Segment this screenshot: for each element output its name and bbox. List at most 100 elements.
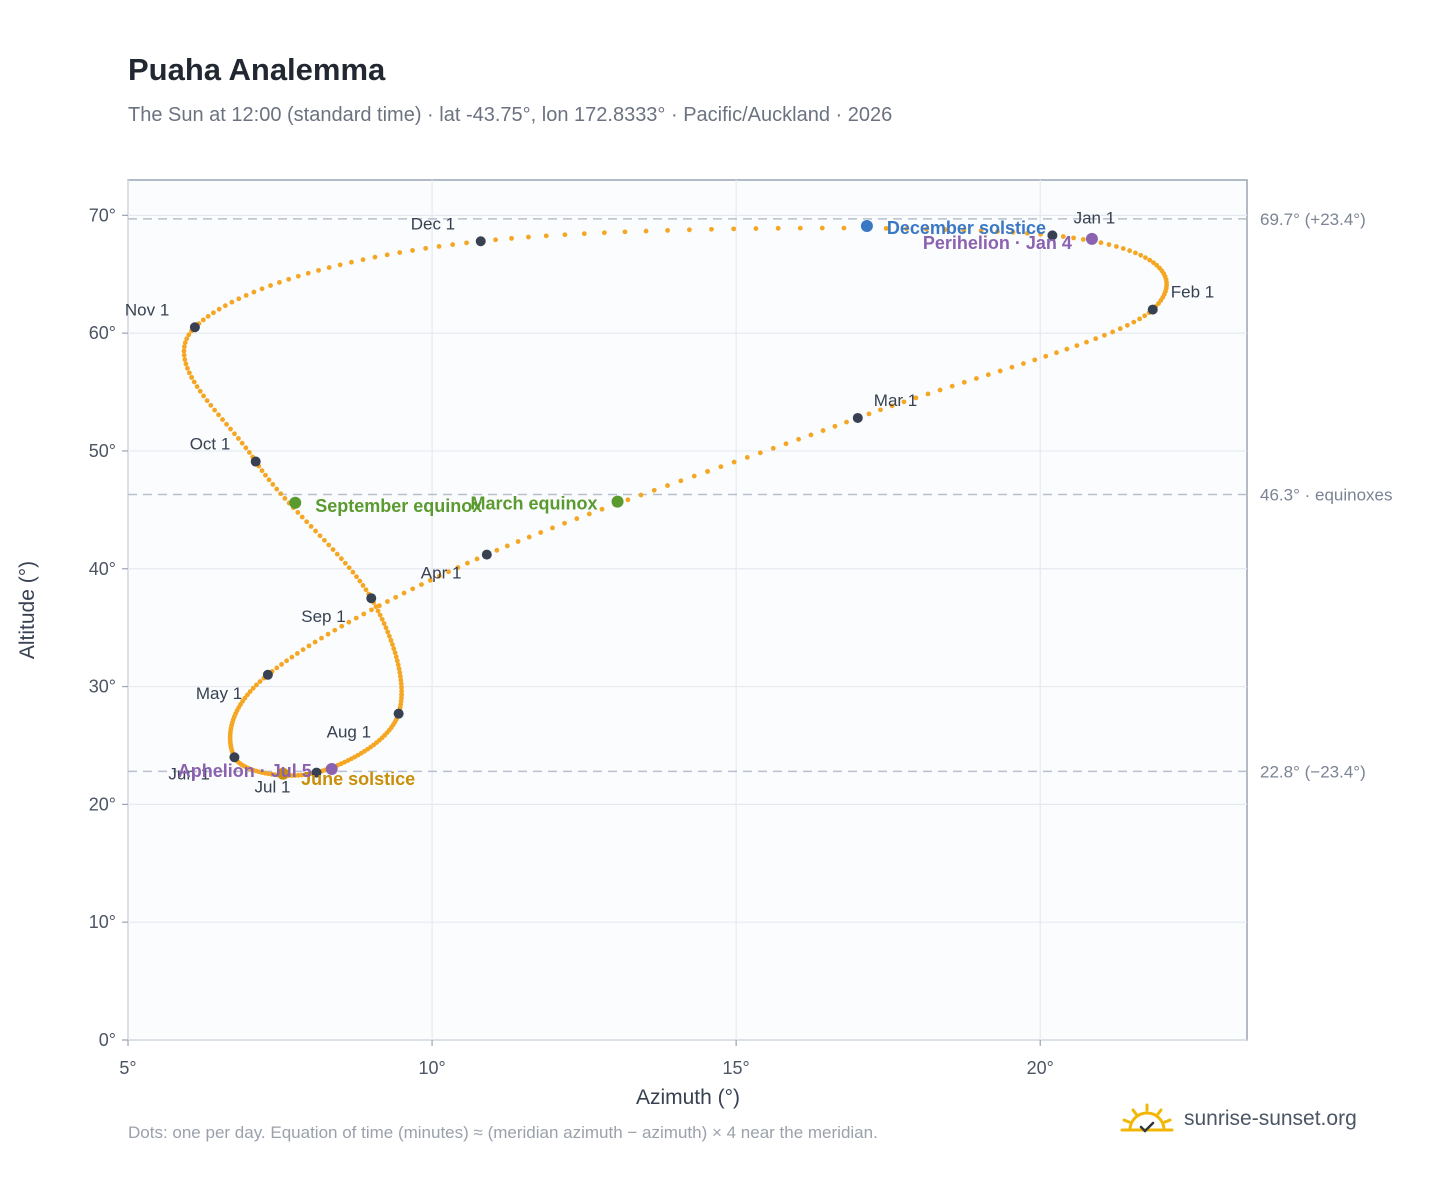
day-dot: [1142, 313, 1148, 319]
day-dot: [332, 627, 338, 633]
brand[interactable]: sunrise-sunset.org: [1120, 1102, 1357, 1136]
x-tick-label: 5°: [119, 1058, 136, 1078]
day-dot: [686, 227, 692, 233]
day-dot: [259, 468, 265, 474]
day-dot: [753, 226, 759, 231]
day-dot: [251, 289, 257, 295]
day-dot: [1024, 230, 1030, 236]
month-marker: [1047, 230, 1058, 241]
month-label: Jun 1: [168, 764, 210, 783]
day-dot: [277, 279, 282, 285]
day-dot: [295, 273, 301, 279]
day-dot: [775, 225, 781, 231]
day-dot: [220, 417, 225, 422]
day-dot: [574, 516, 580, 522]
day-dot: [182, 357, 188, 362]
day-dot: [493, 237, 498, 243]
day-dot: [757, 450, 763, 456]
day-dot: [181, 352, 187, 358]
day-dot: [325, 631, 331, 637]
day-dot: [357, 578, 363, 584]
day-dot: [279, 661, 284, 667]
day-dot: [394, 658, 400, 664]
day-dot: [464, 240, 469, 246]
day-dot: [397, 670, 403, 675]
reference-label: 22.8° (−23.4°): [1260, 762, 1366, 781]
day-dot: [381, 621, 387, 626]
day-dot: [770, 445, 776, 451]
day-dot: [250, 685, 256, 691]
day-dot: [300, 647, 306, 653]
day-dot: [308, 524, 314, 529]
day-dot: [361, 611, 367, 617]
day-dot: [392, 650, 398, 656]
day-dot: [526, 534, 532, 540]
day-dot: [239, 440, 245, 446]
day-dot: [942, 227, 948, 232]
day-dot: [550, 525, 555, 531]
day-dot: [330, 547, 336, 552]
day-dot: [844, 419, 849, 425]
brand-name: sunrise-sunset.org: [1184, 1107, 1357, 1130]
footnote: Dots: one per day. Equation of time (min…: [128, 1123, 878, 1142]
chart-title: Puaha Analemma: [128, 52, 386, 87]
event-marker: [611, 495, 624, 508]
day-dot: [465, 560, 470, 566]
day-dot: [901, 399, 907, 405]
day-dot: [419, 582, 424, 587]
day-dot: [399, 688, 404, 694]
day-dot: [266, 477, 272, 483]
month-label: Dec 1: [411, 214, 455, 233]
day-dot: [346, 619, 352, 625]
day-dot: [390, 642, 395, 647]
reference-lines: 69.7° (+23.4°) 46.3° · equinoxes 22.8° (−2…: [128, 210, 1393, 781]
y-tick-label: 40°: [89, 559, 116, 579]
day-dot: [185, 365, 190, 371]
day-dot: [201, 393, 206, 399]
day-dot: [322, 537, 327, 543]
event-label: June solstice: [301, 769, 415, 789]
day-dot: [259, 286, 265, 292]
day-dot: [181, 348, 187, 354]
day-dot: [1098, 240, 1104, 246]
day-dot: [278, 491, 284, 497]
month-label: Jan 1: [1074, 208, 1116, 227]
event-label: December solstice: [887, 218, 1046, 238]
day-dot: [436, 243, 442, 249]
day-dot: [186, 370, 192, 376]
event-label: September equinox: [315, 496, 482, 516]
x-tick-label: 20°: [1027, 1058, 1054, 1078]
day-dot: [245, 692, 250, 698]
day-dot: [1010, 229, 1016, 235]
day-dot: [1043, 353, 1049, 359]
day-dot: [1113, 244, 1119, 249]
month-marker: [250, 456, 261, 467]
y-tick-label: 20°: [89, 794, 116, 814]
day-dot: [306, 643, 312, 649]
day-dot: [978, 228, 984, 234]
day-dot: [235, 436, 241, 441]
day-dot: [339, 623, 345, 629]
day-dot: [247, 689, 253, 694]
x-axis-label: Azimuth (°): [636, 1086, 740, 1109]
day-dot: [384, 252, 390, 258]
event-label: Perihelion · Jan 4: [923, 233, 1072, 253]
day-dot: [294, 651, 300, 656]
day-dot: [1032, 357, 1038, 363]
day-dot: [228, 426, 233, 432]
day-dot: [581, 231, 587, 237]
month-marker: [1147, 304, 1158, 315]
day-dot: [334, 551, 340, 557]
day-dot: [257, 679, 263, 684]
day-dot: [197, 388, 203, 394]
day-dot: [923, 226, 929, 232]
day-dot: [1106, 242, 1112, 247]
day-dot: [638, 492, 644, 498]
month-marker: [393, 708, 404, 719]
month-marker: [366, 593, 377, 604]
day-dot: [643, 228, 649, 234]
y-tick-label: 70°: [89, 205, 116, 225]
x-tick-label: 15°: [723, 1058, 750, 1078]
day-dot: [562, 232, 568, 238]
day-dot: [393, 654, 399, 660]
